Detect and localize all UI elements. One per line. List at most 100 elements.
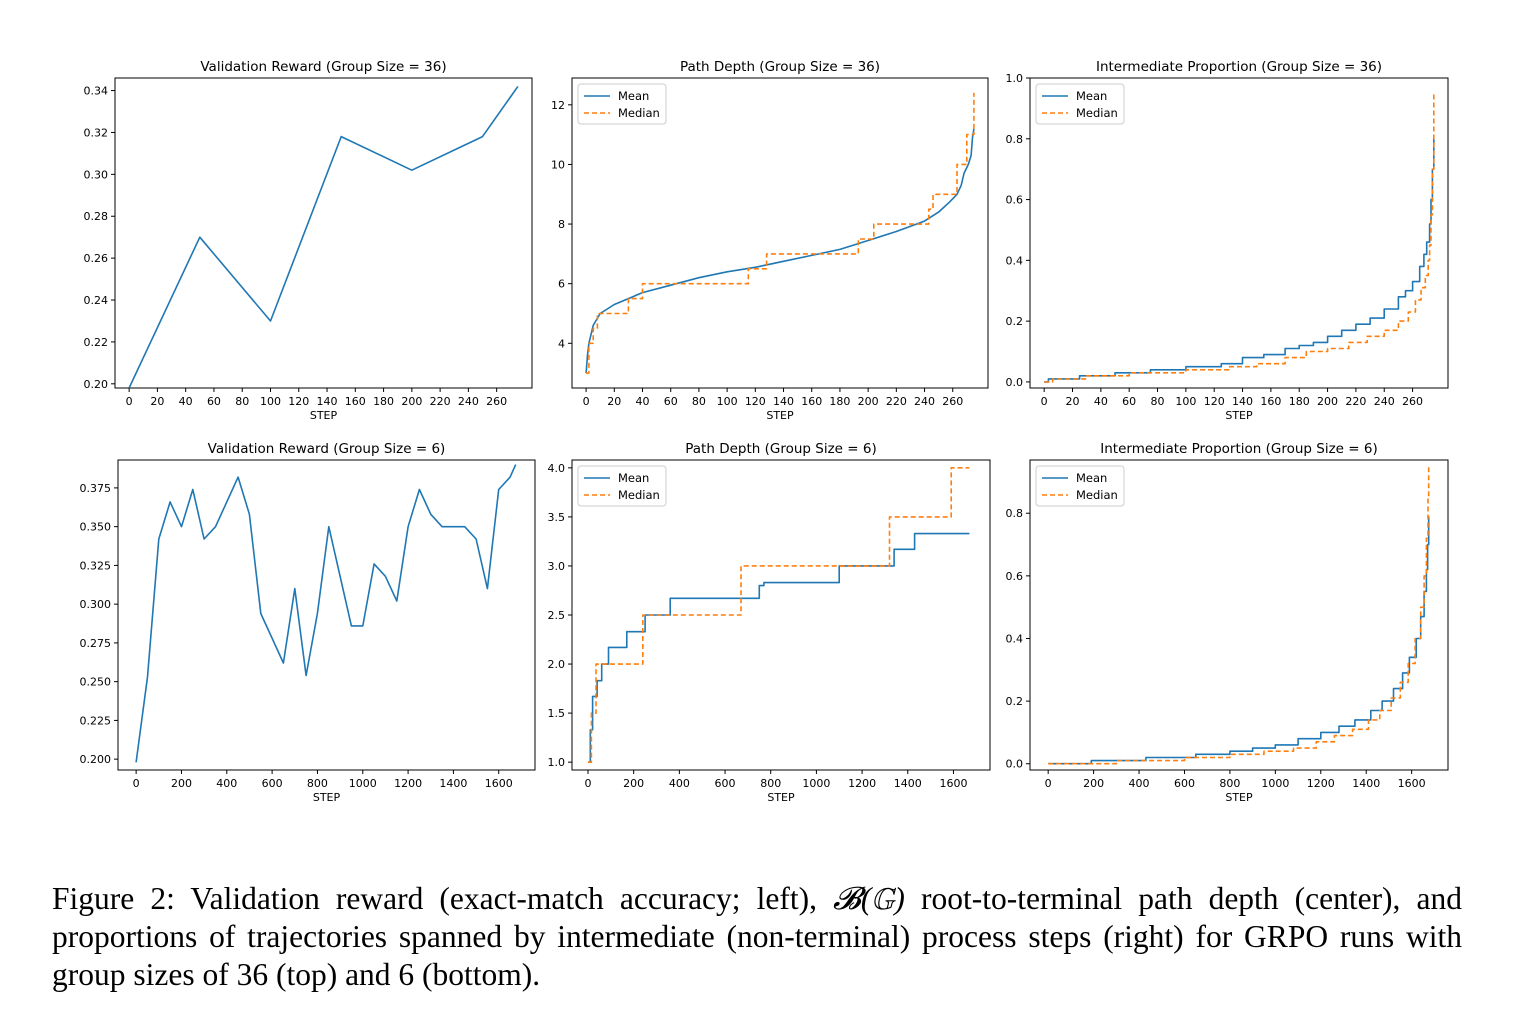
y-tick-label: 0.6 [1006, 194, 1024, 207]
x-tick-label: 800 [760, 777, 781, 790]
x-tick-label: 180 [1289, 395, 1310, 408]
legend-label-mean: Mean [1076, 89, 1107, 103]
y-tick-label: 2.5 [548, 609, 566, 622]
x-axis-label: STEP [1225, 791, 1253, 804]
series-line-mean [1044, 138, 1435, 383]
x-tick-label: 40 [179, 395, 193, 408]
x-tick-label: 40 [1094, 395, 1108, 408]
x-tick-label: 200 [1083, 777, 1104, 790]
legend-box [1035, 83, 1125, 125]
x-tick-label: 1400 [1352, 777, 1380, 790]
x-tick-label: 220 [886, 395, 907, 408]
legend-label-median: Median [618, 488, 660, 502]
x-tick-label: 240 [1374, 395, 1395, 408]
legend-label-mean: Mean [618, 89, 649, 103]
y-tick-label: 8 [558, 218, 565, 231]
y-tick-label: 1.5 [548, 707, 566, 720]
x-tick-label: 1200 [848, 777, 876, 790]
series-line-mean [588, 532, 970, 763]
y-tick-label: 0.30 [84, 168, 109, 181]
x-tick-label: 200 [401, 395, 422, 408]
series-line-median [588, 467, 970, 763]
legend-label-median: Median [1076, 488, 1118, 502]
x-tick-label: 1600 [1398, 777, 1426, 790]
x-tick-label: 240 [914, 395, 935, 408]
y-tick-label: 1.0 [548, 756, 566, 769]
x-tick-label: 1600 [485, 777, 513, 790]
y-tick-label: 0.28 [84, 210, 109, 223]
x-tick-label: 260 [486, 395, 507, 408]
chart-6: Intermediate Proportion (Group Size = 6)… [1006, 441, 1449, 804]
x-tick-label: 1600 [939, 777, 967, 790]
caption-text-2: root-to-terminal path depth (center), an… [52, 881, 1462, 992]
y-tick-label: 0.325 [80, 559, 112, 572]
figure: Validation Reward (Group Size = 36) 0 20 40… [80, 59, 1449, 804]
y-tick-label: 0.300 [80, 598, 112, 611]
y-tick-label: 0.8 [1006, 507, 1024, 520]
y-tick-label: 4.0 [548, 462, 566, 475]
x-tick-label: 140 [773, 395, 794, 408]
x-tick-label: 0 [126, 395, 133, 408]
x-tick-label: 40 [636, 395, 650, 408]
x-tick-label: 1000 [1261, 777, 1289, 790]
x-tick-label: 140 [317, 395, 338, 408]
x-tick-label: 600 [715, 777, 736, 790]
x-tick-label: 100 [717, 395, 738, 408]
chart-2: Path Depth (Group Size = 36) 0 20 40 60 80 100… [551, 59, 989, 422]
y-tick-label: 0.375 [80, 482, 112, 495]
chart-5: Path Depth (Group Size = 6) 0 200 400 600 800… [548, 441, 991, 804]
x-tick-label: 120 [1204, 395, 1225, 408]
y-tick-label: 0.350 [80, 521, 112, 534]
y-tick-label: 3.0 [548, 560, 566, 573]
series-line-median [586, 92, 975, 374]
legend-box [577, 465, 667, 507]
chart-title: Intermediate Proportion (Group Size = 6) [1100, 441, 1377, 457]
chart-1: Validation Reward (Group Size = 36) 0 20 40… [84, 59, 533, 422]
x-tick-label: 200 [623, 777, 644, 790]
axes-frame [1029, 459, 1449, 771]
x-axis-label: STEP [310, 409, 338, 422]
x-tick-label: 60 [207, 395, 221, 408]
y-tick-label: 0.4 [1006, 254, 1024, 267]
y-tick-label: 10 [551, 158, 565, 171]
y-tick-label: 0.24 [84, 294, 109, 307]
legend-label-median: Median [1076, 106, 1118, 120]
caption-text-1: Validation reward (exact-match accuracy;… [174, 881, 834, 916]
y-tick-label: 6 [558, 278, 565, 291]
series-line-median [1048, 466, 1430, 765]
y-tick-label: 0.22 [84, 336, 109, 349]
y-tick-label: 0.2 [1006, 315, 1024, 328]
x-axis-label: STEP [313, 791, 341, 804]
chart-4: Validation Reward (Group Size = 6) 0 200 40… [80, 441, 536, 804]
y-tick-label: 0.250 [80, 676, 112, 689]
x-tick-label: 80 [235, 395, 249, 408]
x-tick-label: 800 [307, 777, 328, 790]
x-tick-label: 120 [288, 395, 309, 408]
legend-box [1035, 465, 1125, 507]
x-tick-label: 400 [1129, 777, 1150, 790]
x-tick-label: 20 [607, 395, 621, 408]
caption-math: 𝓑(𝔾) [833, 881, 905, 916]
x-tick-label: 160 [345, 395, 366, 408]
x-tick-label: 400 [216, 777, 237, 790]
x-tick-label: 1400 [439, 777, 467, 790]
axes-frame [117, 459, 536, 771]
figure-caption: Figure 2: Validation reward (exact-match… [52, 880, 1462, 994]
x-tick-label: 20 [150, 395, 164, 408]
x-tick-label: 0 [584, 777, 591, 790]
x-tick-label: 80 [692, 395, 706, 408]
x-tick-label: 1400 [894, 777, 922, 790]
x-tick-label: 60 [664, 395, 678, 408]
x-tick-label: 260 [942, 395, 963, 408]
series-line-median [1044, 93, 1435, 383]
y-tick-label: 0.200 [80, 753, 112, 766]
x-tick-label: 1000 [349, 777, 377, 790]
legend-label-mean: Mean [618, 471, 649, 485]
x-tick-label: 160 [801, 395, 822, 408]
series-line-mean [585, 128, 975, 374]
chart-3: Intermediate Proportion (Group Size = 36… [1006, 59, 1449, 422]
x-tick-label: 400 [669, 777, 690, 790]
x-tick-label: 160 [1260, 395, 1281, 408]
x-tick-label: 1200 [394, 777, 422, 790]
chart-title: Validation Reward (Group Size = 36) [200, 59, 446, 75]
